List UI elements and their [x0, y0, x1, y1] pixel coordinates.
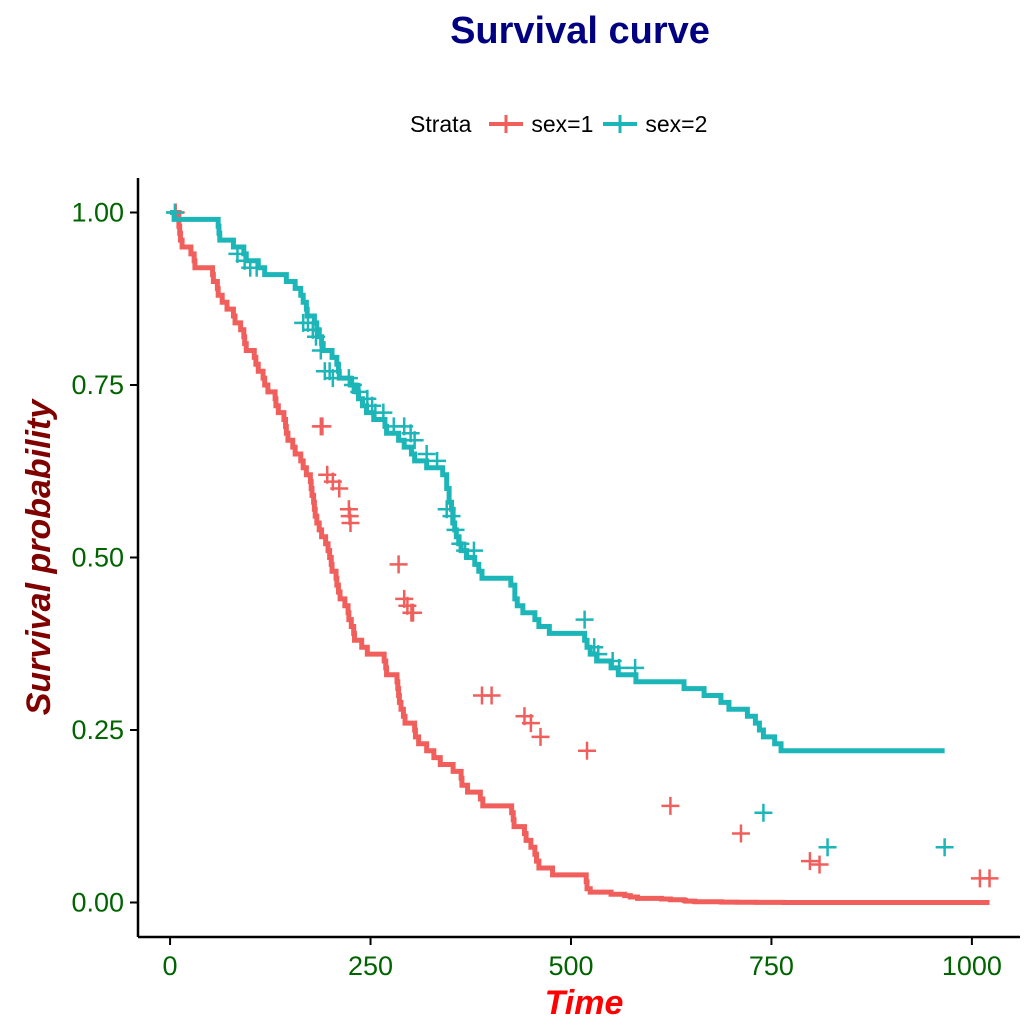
y-tick-label: 0.00 [71, 888, 124, 918]
censor-mark-series-2 [935, 838, 954, 857]
legend-label-series-2: sex=2 [645, 110, 708, 137]
x-tick-label: 1000 [942, 951, 1002, 981]
y-tick-label: 0.25 [71, 715, 124, 745]
y-tick-label: 0.75 [71, 370, 124, 400]
censor-mark-series-2 [417, 445, 436, 463]
censor-mark-series-2 [165, 203, 184, 222]
censor-mark-series-2 [446, 520, 465, 539]
censor-mark-series-2 [311, 341, 330, 360]
censor-mark-series-1 [330, 479, 349, 498]
censor-mark-series-2 [307, 327, 326, 346]
censor-mark-series-2 [575, 610, 594, 629]
censor-mark-series-1 [531, 727, 550, 746]
y-axis-title: Survival probability [20, 398, 58, 716]
censor-mark-series-1 [389, 555, 408, 574]
y-tick-label: 0.50 [71, 543, 124, 573]
censor-mark-series-2 [589, 645, 608, 664]
censor-mark-series-2 [405, 431, 424, 450]
censor-mark-series-2 [374, 403, 393, 422]
censor-mark-series-1 [578, 741, 597, 760]
censor-mark-series-2 [626, 658, 645, 677]
censor-mark-series-1 [800, 852, 819, 871]
chart-legend: Strata sex=1 sex=2 [410, 106, 715, 142]
survival-line-series-1 [170, 210, 990, 905]
x-tick-label: 750 [749, 951, 794, 981]
censor-mark-series-1 [341, 514, 360, 532]
x-axis-title: Time [545, 984, 624, 1022]
censor-mark-series-2 [442, 507, 461, 526]
x-tick-label: 0 [163, 951, 178, 981]
censor-mark-series-1 [404, 603, 423, 622]
legend-title: Strata [410, 110, 472, 137]
censor-mark-series-2 [464, 541, 483, 560]
censor-mark-series-1 [521, 714, 540, 733]
censor-mark-series-2 [247, 258, 266, 277]
censor-mark-series-2 [754, 803, 773, 822]
censor-mark-series-2 [818, 838, 837, 857]
censor-mark-series-1 [980, 869, 999, 888]
censor-mark-series-1 [482, 686, 501, 705]
y-tick-label: 1.00 [71, 198, 124, 228]
censor-mark-series-1 [661, 796, 680, 815]
legend-label-series-1: sex=1 [531, 110, 594, 137]
censor-mark-series-2 [323, 369, 342, 388]
legend-item-series-1: sex=1 [487, 111, 593, 138]
censor-mark-series-2 [610, 658, 629, 677]
x-tick-label: 250 [348, 951, 393, 981]
censor-mark-series-2 [428, 451, 447, 470]
survival-line-series-2 [170, 210, 945, 754]
legend-key-series-2 [603, 115, 638, 133]
censor-mark-series-1 [313, 417, 332, 436]
legend-item-series-2: sex=2 [601, 111, 707, 138]
censor-mark-series-1 [731, 824, 750, 843]
x-tick-label: 500 [548, 951, 593, 981]
legend-key-series-1 [489, 115, 524, 133]
chart-title: Survival curve [450, 10, 710, 52]
censor-mark-series-1 [810, 855, 829, 874]
